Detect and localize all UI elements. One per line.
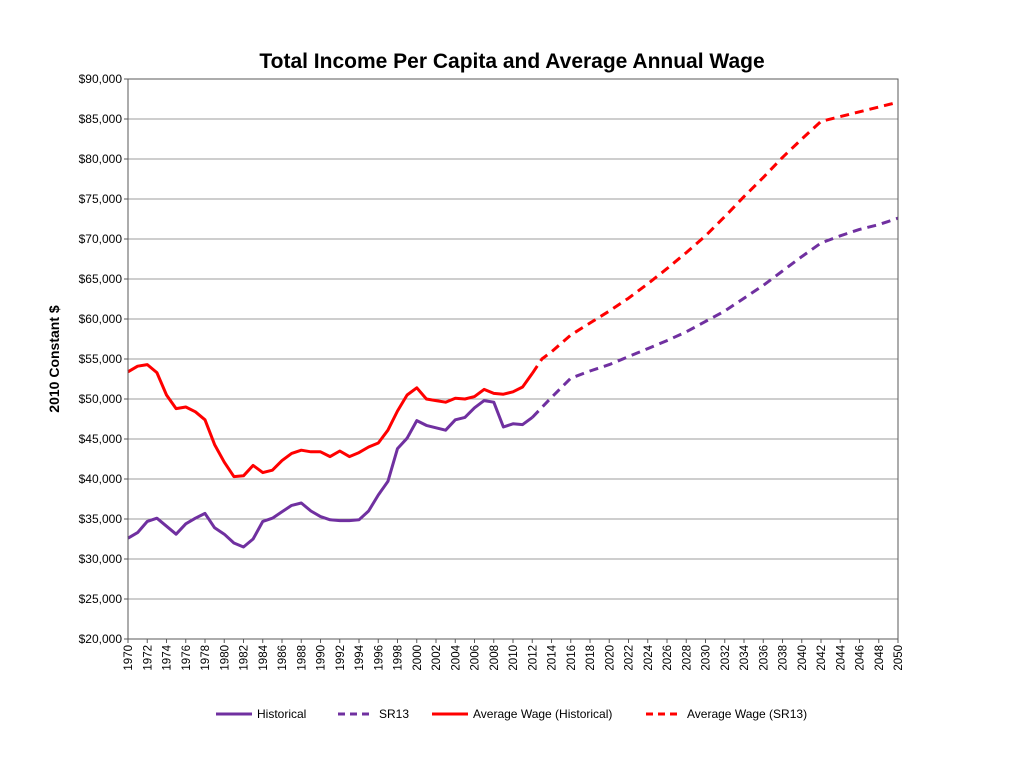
chart-title: Total Income Per Capita and Average Annu… [259, 50, 764, 73]
x-tick-label: 2010 [508, 645, 520, 671]
x-tick-label: 1984 [258, 644, 270, 670]
y-tick-label: $75,000 [79, 192, 123, 206]
y-axis-label: 2010 Constant $ [46, 305, 62, 413]
y-tick-label: $25,000 [79, 592, 123, 606]
x-tick-label: 2032 [720, 645, 732, 671]
x-tick-label: 2026 [662, 645, 674, 671]
x-tick-label: 1974 [162, 644, 174, 670]
y-tick-label: $60,000 [79, 312, 123, 326]
x-tick-label: 2030 [701, 645, 713, 671]
legend-label: Historical [257, 707, 306, 721]
y-tick-label: $85,000 [79, 112, 123, 126]
x-tick-label: 1972 [142, 645, 154, 671]
x-tick-label: 2046 [855, 645, 867, 671]
y-tick-labels: $20,000 $25,000 $30,000 $35,000 $40,000 $45,0… [79, 72, 123, 646]
x-tick-label: 2028 [681, 645, 693, 671]
legend: Historical SR13 Average Wage (Historical) A… [216, 707, 807, 721]
x-tick-label: 1982 [239, 645, 251, 671]
series-line-average-wage-sr13 [531, 100, 899, 375]
x-tick-label: 2024 [643, 644, 655, 670]
x-tick-label: 1994 [354, 644, 366, 670]
legend-label: SR13 [379, 707, 409, 721]
legend-label: Average Wage (Historical) [473, 707, 612, 721]
y-tick-label: $80,000 [79, 152, 123, 166]
x-tick-label: 2048 [874, 645, 886, 671]
y-tick-label: $90,000 [79, 72, 123, 86]
x-tick-label: 2038 [778, 645, 790, 671]
plot-area-frame [127, 78, 899, 640]
y-tick-label: $40,000 [79, 472, 123, 486]
x-tick-label: 2040 [797, 645, 809, 671]
legend-label: Average Wage (SR13) [687, 707, 807, 721]
x-tick-label: 1998 [393, 645, 405, 671]
series-line-historical [127, 399, 534, 549]
y-tick-label: $50,000 [79, 392, 123, 406]
gridlines [124, 78, 898, 640]
x-tick-label: 1988 [296, 645, 308, 671]
y-tick-label: $65,000 [79, 272, 123, 286]
x-tick-label: 2012 [527, 645, 539, 671]
y-tick-label: $45,000 [79, 432, 123, 446]
x-tick-label: 1978 [200, 645, 212, 671]
x-tick-label: 2014 [547, 644, 559, 670]
x-tick-label: 2050 [893, 645, 905, 671]
x-tick-label: 2000 [412, 645, 424, 671]
x-tick-label: 2034 [739, 644, 751, 670]
x-tick-label: 2008 [489, 645, 501, 671]
x-tick-labels: 1970 1972 1974 1976 1978 1980 1982 1984 1986 1988… [123, 639, 905, 671]
y-tick-label: $20,000 [79, 632, 123, 646]
x-tick-label: 1992 [335, 645, 347, 671]
y-tick-label: $55,000 [79, 352, 123, 366]
x-tick-label: 2042 [816, 645, 828, 671]
x-tick-label: 2020 [604, 645, 616, 671]
y-tick-label: $30,000 [79, 552, 123, 566]
series-line-average-wage-historical [127, 363, 534, 479]
x-tick-label: 2044 [835, 644, 847, 670]
x-tick-label: 2004 [450, 644, 462, 670]
series-line-sr13 [531, 216, 899, 419]
x-tick-label: 2006 [470, 645, 482, 671]
y-tick-label: $35,000 [79, 512, 123, 526]
y-tick-label: $70,000 [79, 232, 123, 246]
series-lines [127, 100, 899, 549]
x-tick-label: 1976 [181, 645, 193, 671]
x-tick-label: 2036 [758, 645, 770, 671]
x-tick-label: 2022 [624, 645, 636, 671]
x-tick-label: 1990 [316, 645, 328, 671]
x-tick-label: 1980 [219, 645, 231, 671]
x-tick-label: 1996 [373, 645, 385, 671]
x-tick-label: 2018 [585, 645, 597, 671]
x-tick-label: 2016 [566, 645, 578, 671]
x-tick-label: 1970 [123, 645, 135, 671]
x-tick-label: 1986 [277, 645, 289, 671]
x-tick-label: 2002 [431, 645, 443, 671]
